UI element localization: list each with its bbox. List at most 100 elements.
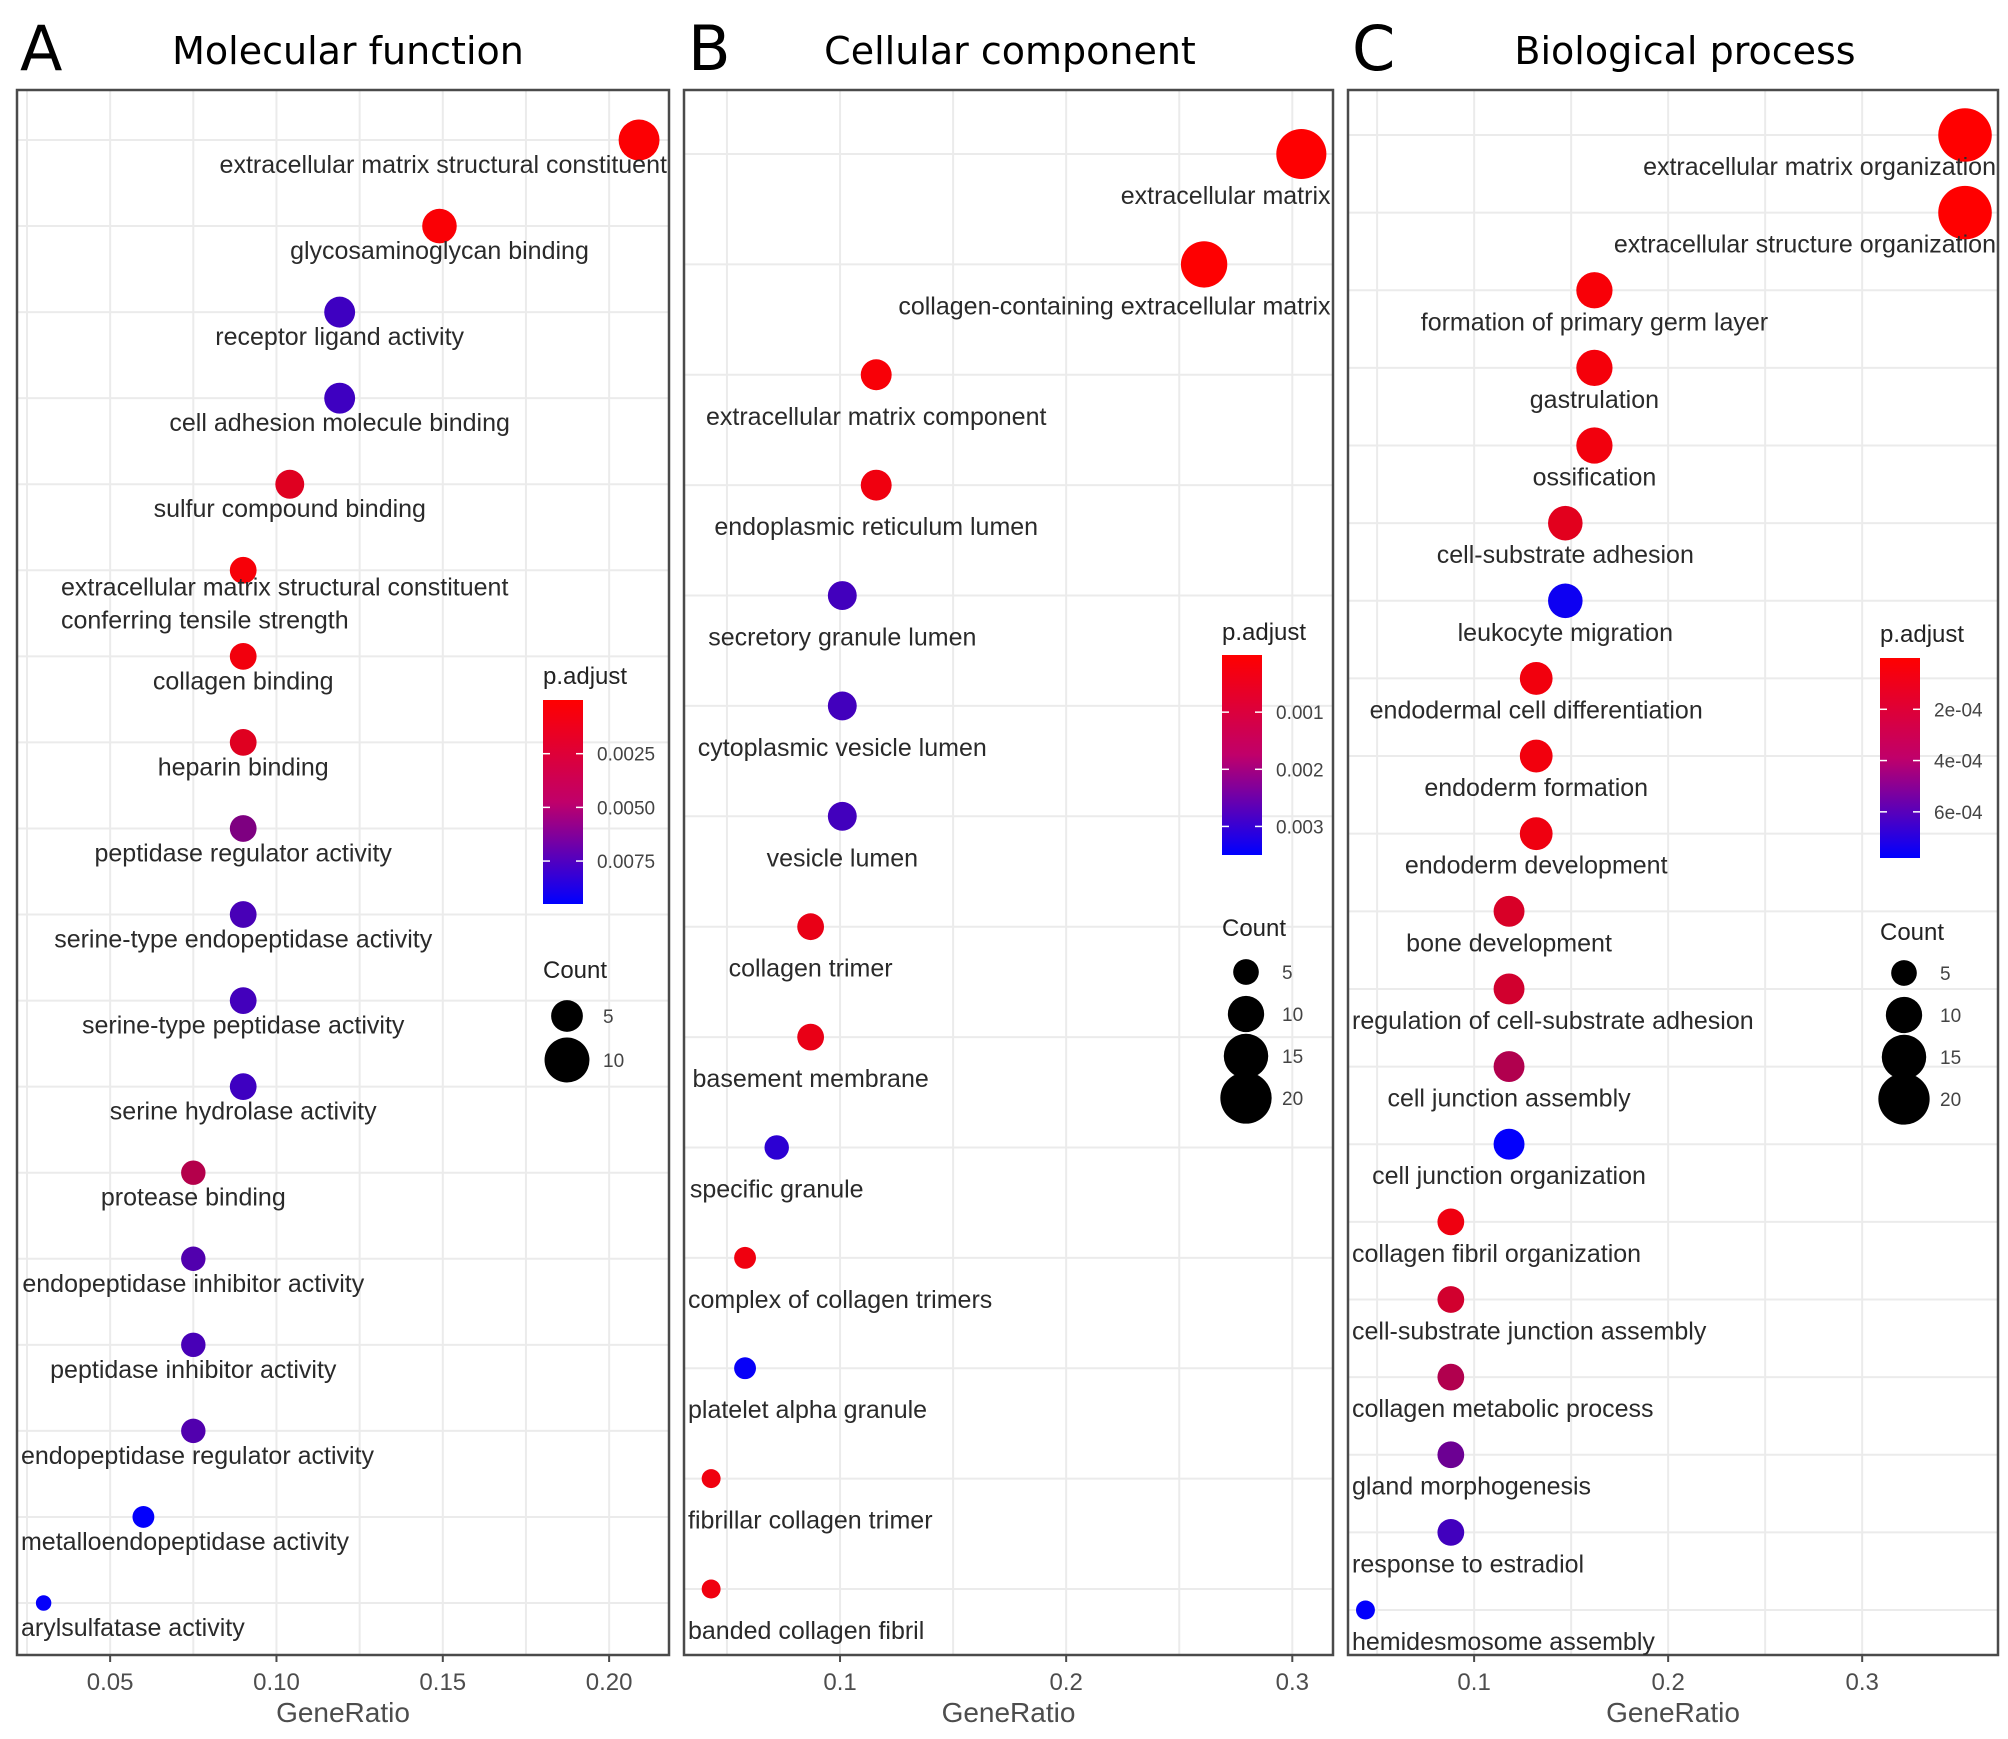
term-label: gastrulation <box>1530 386 1659 414</box>
x-tick-label: 0.05 <box>87 1669 134 1696</box>
size-legend-label: 20 <box>1940 1090 1961 1111</box>
size-legend-label: 20 <box>1282 1089 1303 1110</box>
data-point <box>1576 349 1613 387</box>
term-label: endopeptidase regulator activity <box>21 1442 375 1470</box>
data-point <box>1276 128 1327 180</box>
data-point <box>275 469 305 499</box>
data-point <box>229 987 257 1014</box>
data-point <box>827 691 857 721</box>
term-label: vesicle lumen <box>767 844 918 872</box>
panel-letter: C <box>1352 12 1395 85</box>
panel-a: A Molecular function extracellular matrix … <box>15 12 671 1728</box>
size-legend-key <box>1227 995 1265 1033</box>
term-label: sulfur compound binding <box>154 495 426 523</box>
term-label: complex of collagen trimers <box>688 1286 992 1314</box>
size-legend-key <box>1878 1073 1930 1125</box>
term-label: endoderm formation <box>1424 774 1648 802</box>
term-label: leukocyte migration <box>1458 619 1673 647</box>
color-legend-title: p.adjust <box>1222 619 1306 646</box>
color-legend-label: 0.0050 <box>597 798 655 819</box>
data-point <box>181 1246 206 1271</box>
data-point <box>1519 817 1553 851</box>
data-point <box>1437 1286 1465 1313</box>
data-point <box>1493 973 1525 1005</box>
gridlines <box>684 90 1333 1655</box>
term-label: endoplasmic reticulum lumen <box>714 513 1038 541</box>
color-legend-label: 2e-04 <box>1934 700 1983 721</box>
x-tick-label: 0.1 <box>1457 1669 1490 1696</box>
term-label: serine-type endopeptidase activity <box>54 926 433 954</box>
size-legend-key <box>1220 1072 1272 1124</box>
data-point <box>1493 895 1525 927</box>
size-legend-key <box>551 1000 583 1032</box>
panel-c: C Biological process extracellular matrix … <box>1346 12 2000 1728</box>
term-label: cell-substrate adhesion <box>1437 541 1694 569</box>
color-legend: p.adjust 0.001 0.002 0.003 <box>1222 619 1324 855</box>
size-legend: Count 5 10 15 20 <box>1220 915 1303 1124</box>
color-bar <box>1880 658 1920 858</box>
term-label: collagen binding <box>153 667 334 695</box>
data-point <box>1576 427 1613 464</box>
data-point <box>827 581 857 610</box>
term-label: response to estradiol <box>1352 1550 1584 1578</box>
color-legend-label: 0.0075 <box>597 852 655 873</box>
data-point <box>701 1469 721 1489</box>
term-label: collagen trimer <box>729 955 893 983</box>
panel-title: Biological process <box>1514 29 1855 73</box>
data-point <box>422 208 457 244</box>
x-axis-title: GeneRatio <box>276 1697 410 1728</box>
term-label: ossification <box>1533 464 1657 492</box>
color-legend-label: 0.001 <box>1276 703 1324 724</box>
size-legend-title: Count <box>1880 919 1944 946</box>
term-label: extracellular matrix component <box>706 403 1046 431</box>
data-point <box>797 1023 825 1051</box>
x-tick-label: 0.3 <box>1845 1669 1878 1696</box>
color-legend-label: 0.002 <box>1276 760 1324 781</box>
plot-frame <box>1346 88 2000 1657</box>
data-point <box>229 556 257 584</box>
size-legend-label: 15 <box>1940 1048 1961 1069</box>
data-point <box>1437 1518 1465 1546</box>
term-label: peptidase regulator activity <box>95 839 393 867</box>
size-legend: Count 5 10 <box>543 957 624 1083</box>
data-point <box>764 1135 789 1160</box>
data-point <box>618 119 660 161</box>
term-label: extracellular matrix structural constitu… <box>220 151 667 179</box>
x-axis: 0.05 0.10 0.15 0.20 GeneRatio <box>87 1655 632 1728</box>
color-legend-label: 0.003 <box>1276 817 1324 838</box>
color-bar <box>1222 655 1262 855</box>
data-point <box>229 815 257 842</box>
size-legend: Count 5 10 15 20 <box>1878 919 1961 1125</box>
x-tick-label: 0.1 <box>823 1669 856 1696</box>
panel-letter: B <box>688 12 731 85</box>
term-label: glycosaminoglycan binding <box>290 237 589 265</box>
term-label: collagen fibril organization <box>1352 1240 1641 1268</box>
gridlines <box>17 90 669 1655</box>
term-label: bone development <box>1406 929 1612 957</box>
x-tick-label: 0.2 <box>1651 1669 1684 1696</box>
x-axis-title: GeneRatio <box>942 1697 1076 1728</box>
term-label-line: conferring tensile strength <box>61 606 349 634</box>
size-legend-key <box>544 1037 590 1083</box>
term-label-line: extracellular matrix structural constitu… <box>61 573 508 601</box>
x-axis: 0.1 0.2 0.3 GeneRatio <box>1457 1655 1879 1728</box>
term-label: heparin binding <box>158 753 329 781</box>
term-label: cell-substrate junction assembly <box>1352 1317 1707 1345</box>
data-point <box>734 1246 756 1269</box>
term-label: cytoplasmic vesicle lumen <box>698 734 987 762</box>
size-legend-key <box>1881 1034 1927 1080</box>
term-label: extracellular matrix organization <box>1643 153 1996 181</box>
panel-letter: A <box>20 12 62 85</box>
term-label: peptidase inhibitor activity <box>50 1356 337 1384</box>
term-label: extracellular structure organization <box>1614 231 1996 259</box>
panel-title: Cellular component <box>824 29 1196 73</box>
term-label: endopeptidase inhibitor activity <box>22 1270 364 1298</box>
term-label: regulation of cell-substrate adhesion <box>1352 1007 1754 1035</box>
data-point <box>1938 108 1992 162</box>
color-legend: p.adjust 2e-04 4e-04 6e-04 <box>1880 621 1983 858</box>
data-point <box>860 359 892 391</box>
size-legend-label: 5 <box>1940 964 1951 985</box>
data-point <box>1576 272 1613 309</box>
data-point <box>1355 1600 1375 1620</box>
color-legend-label: 6e-04 <box>1934 803 1983 824</box>
